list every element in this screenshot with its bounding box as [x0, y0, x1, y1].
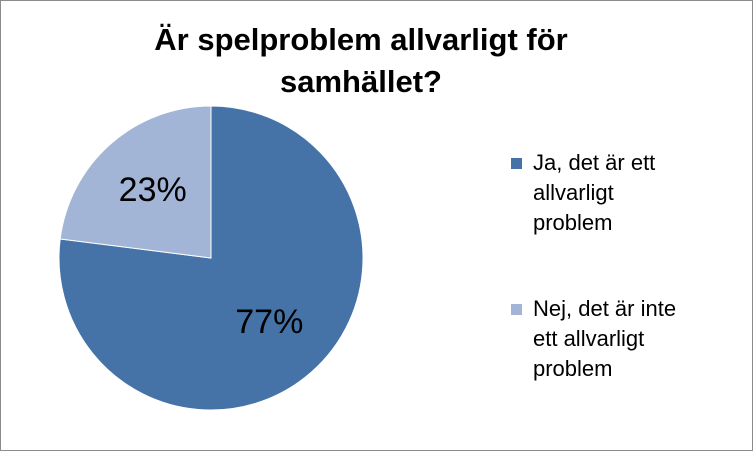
legend-label-nej-line-1: Nej, det är inte [533, 296, 677, 321]
legend-label-nej-line-2: ett allvarligt [533, 326, 645, 351]
legend: Ja, det är ett allvarligt problem Nej, d… [511, 148, 741, 440]
pie-slice-nej [59, 105, 212, 259]
legend-item-nej: Nej, det är inte ett allvarligt problem [511, 294, 741, 384]
chart-title-line-1: Är spelproblem allvarligt för [154, 22, 568, 57]
legend-item-ja: Ja, det är ett allvarligt problem [511, 148, 741, 238]
legend-label-nej-line-3: problem [533, 356, 613, 381]
legend-swatch-nej [511, 304, 522, 315]
chart-title-line-2: samhället? [280, 64, 442, 99]
chart-title: Är spelproblem allvarligt för samhället? [61, 19, 661, 103]
data-label-ja: 77% [235, 303, 303, 341]
legend-label-ja-line-3: problem [533, 210, 613, 235]
legend-label-ja-line-1: Ja, det är ett [533, 150, 656, 175]
pie-slice-ja [58, 105, 364, 411]
data-label-nej: 23% [119, 171, 187, 209]
legend-swatch-ja [511, 158, 522, 169]
legend-label-ja-line-2: allvarligt [533, 180, 614, 205]
